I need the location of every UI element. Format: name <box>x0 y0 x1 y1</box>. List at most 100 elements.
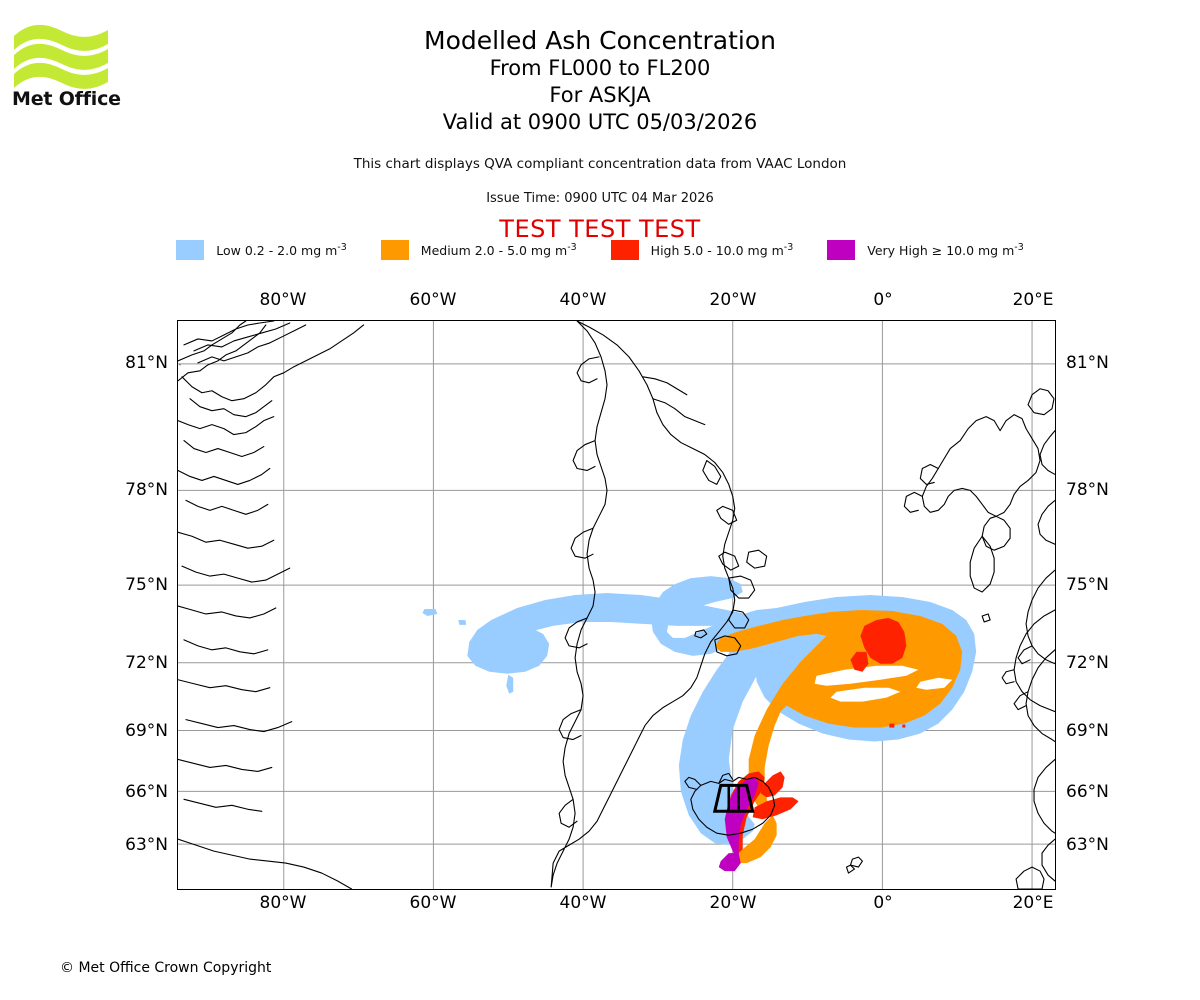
lat-tick-left-66n: 66°N <box>125 782 168 802</box>
met-office-logo <box>12 22 132 112</box>
legend-item-very-high: Very High ≥ 10.0 mg m-3 <box>827 240 1024 260</box>
lat-tick-right-72n: 72°N <box>1066 653 1109 673</box>
coast-arctic-1 <box>197 324 307 364</box>
legend-label-very-high: Very High ≥ 10.0 mg m-3 <box>867 241 1024 259</box>
flight-level-range: From FL000 to FL200 <box>489 56 711 80</box>
lon-tick-top-40w: 40°W <box>559 290 607 310</box>
legend-item-low: Low 0.2 - 2.0 mg m-3 <box>176 240 381 260</box>
ash-high-speck-1 <box>889 723 895 728</box>
coast-greenland-e-kong <box>728 609 750 629</box>
ash-contour-low-fragment-c <box>458 619 467 625</box>
coast-arctic-3 <box>189 398 273 418</box>
coast-norway <box>1025 430 1055 665</box>
legend-item-medium: Medium 2.0 - 5.0 mg m-3 <box>380 240 611 260</box>
coast-greenland-e-scoresby <box>714 635 742 657</box>
coast-arctic-2 <box>181 324 365 402</box>
legend-swatch-low <box>176 240 205 260</box>
ash-contour-high-north-spur <box>850 651 869 672</box>
legend-label-high: High 5.0 - 10.0 mg m-3 <box>650 241 794 259</box>
ash-contour-low-west-pocket <box>467 625 550 674</box>
coast-ellesmere <box>178 321 267 382</box>
coast-iceland-detail-n <box>718 772 734 784</box>
coast-greenland-w-2 <box>572 440 596 472</box>
coast-svalbard-spitsbergen <box>921 414 1041 517</box>
coast-norway-fjord-1 <box>1017 645 1033 665</box>
ash-hole-a <box>814 665 919 686</box>
coast-norway-fjord-2 <box>1013 691 1029 711</box>
lon-tick-bottom-60w: 60°W <box>409 893 457 913</box>
coast-arctic-13 <box>185 719 293 733</box>
lat-tick-left-72n: 72°N <box>125 653 168 673</box>
coast-iceland <box>690 776 776 836</box>
coast-greenland-ne-2 <box>642 376 688 396</box>
coast-svalbard-south <box>969 535 995 593</box>
lat-tick-right-75n: 75°N <box>1066 575 1109 595</box>
lat-tick-left-63n: 63°N <box>125 835 168 855</box>
coast-arctic-10 <box>178 605 277 619</box>
coast-scandinavia-south <box>1033 758 1055 834</box>
legend-label-medium: Medium 2.0 - 5.0 mg m-3 <box>420 241 577 259</box>
coast-baffin-north <box>193 322 291 352</box>
lat-tick-right-66n: 66°N <box>1066 782 1109 802</box>
legend-swatch-very-high <box>827 240 856 260</box>
coast-arctic-8 <box>178 531 275 549</box>
issue-time: Issue Time: 0900 UTC 04 Mar 2026 <box>486 191 714 206</box>
coast-greenland-w-4 <box>564 617 588 649</box>
legend-swatch-high <box>610 240 639 260</box>
coast-denmark <box>1041 838 1055 882</box>
coast-faroe-2 <box>845 864 856 874</box>
coast-arctic-4 <box>178 416 275 436</box>
legend-label-low: Low 0.2 - 2.0 mg m-3 <box>216 241 347 259</box>
ash-contour-very-high-tail <box>718 853 741 872</box>
coast-scotland <box>1015 866 1045 889</box>
coast-greenland-s <box>558 798 578 828</box>
coast-arctic-9 <box>181 565 291 583</box>
coast-arctic-15 <box>183 798 263 812</box>
ash-hole-c <box>916 677 953 690</box>
coast-faroe <box>849 856 863 868</box>
coast-greenland <box>550 321 736 888</box>
ash-hole-b <box>830 687 901 702</box>
coast-arctic-5 <box>183 440 265 458</box>
coast-arctic-12 <box>178 679 271 693</box>
coastlines <box>178 321 1055 889</box>
coast-arctic-6 <box>178 467 271 485</box>
coast-svalbard-west-1 <box>903 491 923 513</box>
ash-concentration-map <box>177 320 1056 890</box>
coast-greenland-fjords-e2 <box>716 505 738 525</box>
coast-norway-islands <box>1001 669 1015 685</box>
legend-swatch-medium <box>380 240 409 260</box>
ash-contour-low-upper-arc <box>469 593 817 656</box>
lat-tick-left-81n: 81°N <box>125 353 168 373</box>
lon-tick-bottom-40w: 40°W <box>559 893 607 913</box>
volcano-name: For ASKJA <box>549 83 651 107</box>
lon-tick-top-60w: 60°W <box>409 290 457 310</box>
ash-contour-low-fragment-d <box>517 631 525 636</box>
lat-tick-right-69n: 69°N <box>1066 721 1109 741</box>
valid-time: Valid at 0900 UTC 05/03/2026 <box>442 110 758 134</box>
lon-tick-top-20e: 20°E <box>1012 290 1054 310</box>
ash-contour-high-lower <box>752 797 799 820</box>
page-title: Modelled Ash Concentration <box>424 26 776 55</box>
coast-greenland-ne-1 <box>652 398 706 426</box>
copyright-notice: © Met Office Crown Copyright <box>60 960 272 976</box>
lat-tick-left-69n: 69°N <box>125 721 168 741</box>
coast-bear-island <box>981 613 991 623</box>
ash-contour-medium <box>714 609 963 818</box>
coast-arctic-7 <box>185 499 269 515</box>
lon-tick-bottom-20w: 20°W <box>709 893 757 913</box>
lon-tick-top-20w: 20°W <box>709 290 757 310</box>
coast-canada-north <box>183 321 275 346</box>
coast-greenland-fjords-e <box>702 459 722 485</box>
concentration-legend: Low 0.2 - 2.0 mg m-3 Medium 2.0 - 5.0 mg… <box>0 240 1200 260</box>
coast-greenland-w-1 <box>576 356 600 384</box>
askja-volcano-marker <box>712 783 755 813</box>
coast-arctic-11 <box>183 639 269 655</box>
coast-greenland-fjords-e3 <box>718 551 740 571</box>
coast-iceland-fjords-nw <box>684 776 702 790</box>
lat-tick-left-75n: 75°N <box>125 575 168 595</box>
coast-greenland-tip-ne <box>746 549 768 569</box>
coast-svalbard-west-2 <box>919 463 939 485</box>
coast-svalbard-edge <box>981 515 1011 551</box>
coast-greenland-w-3 <box>570 527 594 559</box>
